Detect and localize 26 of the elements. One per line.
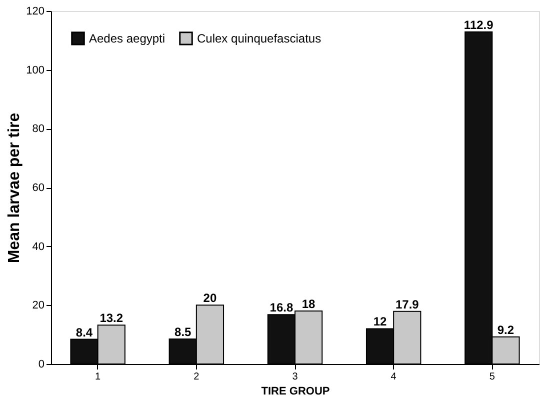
y-tick-label: 40	[32, 240, 44, 253]
legend-label: Culex quinquefasciatus	[197, 31, 322, 46]
x-tick-label: 3	[292, 372, 298, 382]
x-tick-label: 5	[489, 372, 496, 382]
data-label: 20	[203, 291, 217, 306]
data-label: 112.9	[464, 18, 494, 32]
data-label: 8.4	[76, 325, 93, 340]
data-label: 9.2	[497, 322, 514, 337]
x-axis-title: TIRE GROUP	[261, 386, 330, 398]
y-tick-label: 0	[38, 358, 44, 370]
y-tick-label: 100	[26, 64, 44, 76]
y-axis-title: Mean larvae per tire	[6, 112, 24, 264]
data-label: 13.2	[100, 311, 124, 326]
y-tick-label: 120	[26, 6, 44, 18]
data-label: 16.8	[270, 300, 294, 315]
x-tick-label: 1	[95, 372, 102, 382]
data-label: 18	[302, 297, 316, 312]
x-tick-label: 2	[194, 372, 200, 382]
y-tick-label: 60	[32, 182, 44, 194]
data-label: 12	[373, 314, 388, 329]
y-tick-label: 20	[32, 300, 44, 312]
data-label: 17.9	[395, 297, 420, 312]
data-label: 8.5	[174, 324, 192, 339]
legend-label: Aedes aegypti	[89, 31, 166, 46]
x-tick-label: 4	[390, 372, 397, 382]
y-tick-label: 80	[32, 123, 44, 136]
